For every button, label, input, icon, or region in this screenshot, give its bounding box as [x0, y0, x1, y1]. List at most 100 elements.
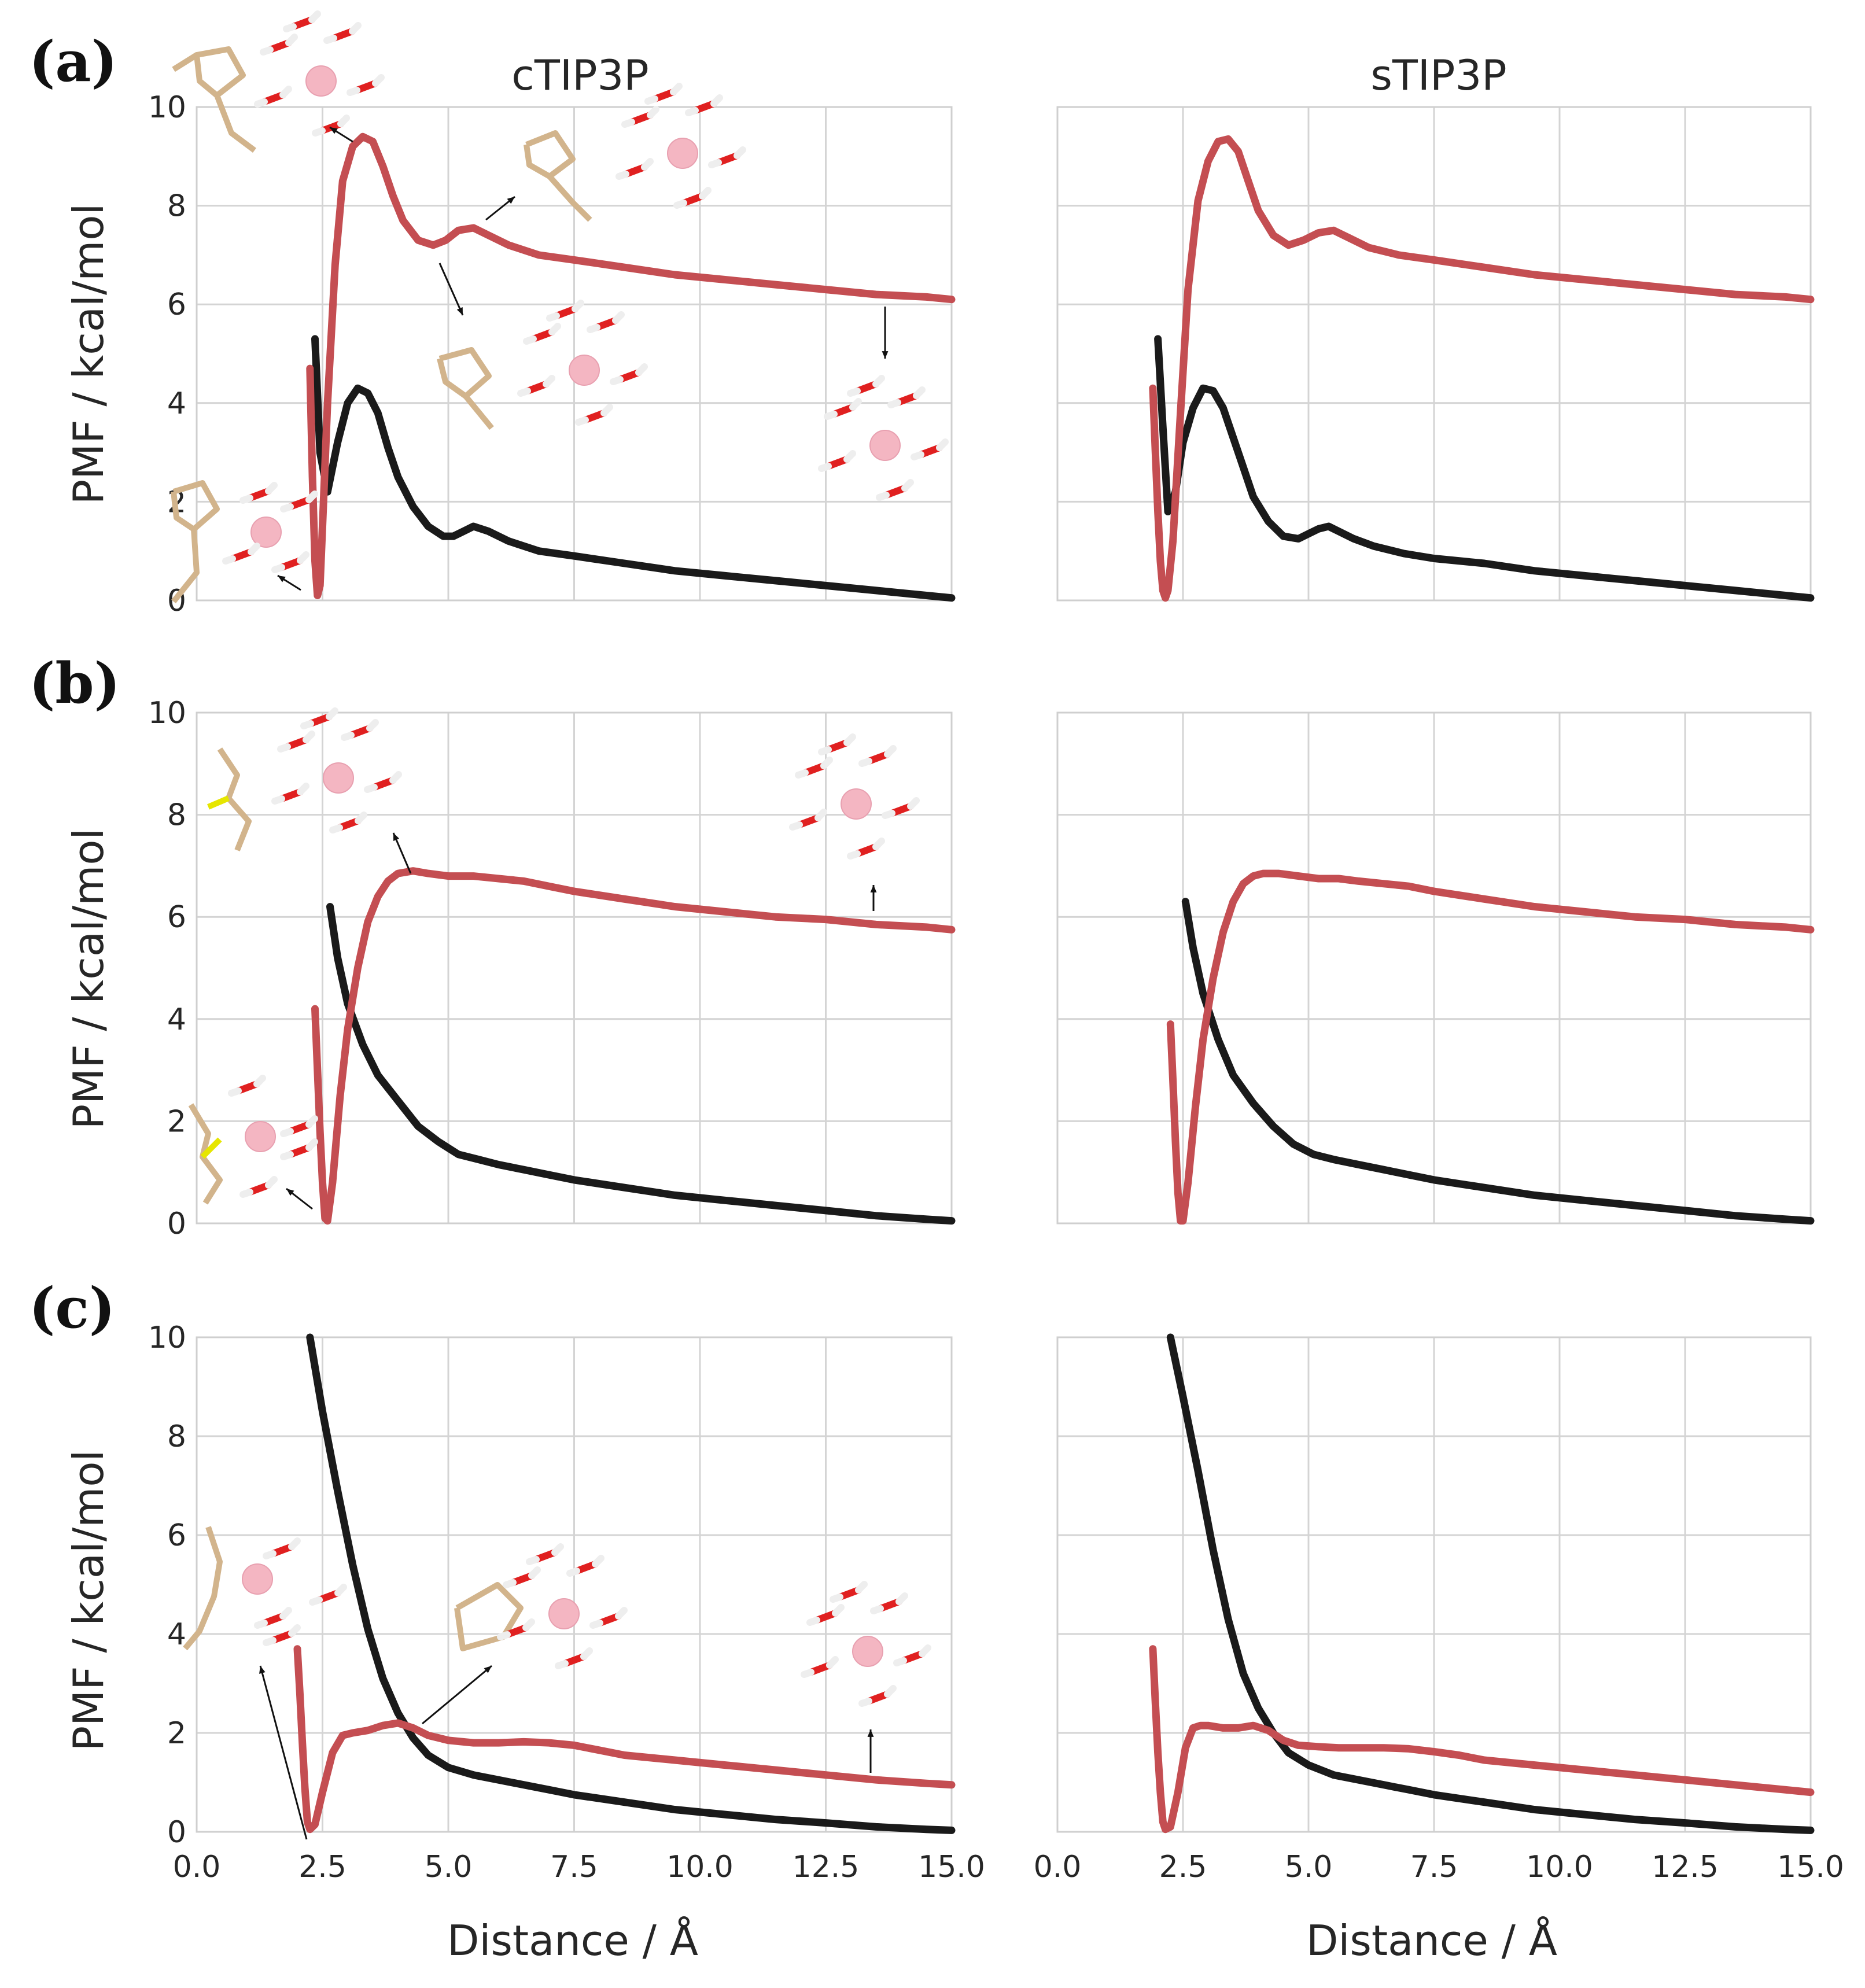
- water-molecule: [818, 450, 856, 472]
- y-tick-label: 4: [167, 386, 186, 421]
- water-molecule: [911, 438, 949, 460]
- molecule-sticks: [524, 130, 576, 179]
- column-title-ctip3p: cTIP3P: [511, 51, 648, 99]
- water-molecule: [830, 1581, 868, 1603]
- water-molecule: [824, 398, 862, 420]
- water-molecule: [858, 1685, 897, 1707]
- water-molecule: [280, 1115, 318, 1137]
- water-molecule: [497, 1618, 535, 1640]
- y-tick-label: 2: [167, 1104, 186, 1139]
- molecule-sticks: [214, 94, 256, 153]
- series-line-red: [293, 1645, 956, 1834]
- water-molecule: [575, 404, 613, 426]
- x-axis-label-right: Distance / Å: [1306, 1916, 1557, 1965]
- y-tick-label: 10: [148, 696, 186, 731]
- water-molecule: [300, 707, 338, 729]
- water-molecule: [260, 34, 298, 56]
- water-molecule: [277, 731, 315, 753]
- series-line-black: [326, 903, 956, 1225]
- chart-2: [1056, 106, 1815, 602]
- series-line-black: [306, 1333, 956, 1834]
- y-tick-label: 2: [167, 1716, 186, 1751]
- column-title-stip3p: sTIP3P: [1370, 51, 1506, 99]
- y-tick-label: 10: [148, 1321, 186, 1355]
- series-line-red: [311, 867, 956, 1225]
- series-line-black: [311, 335, 956, 602]
- ion-sphere: [242, 1563, 273, 1595]
- snapshots-row-b: [188, 707, 920, 1210]
- ion-sphere: [667, 138, 698, 169]
- arrow-head: [259, 1666, 266, 1674]
- ion-sphere: [852, 1636, 883, 1667]
- x-tick-label: 15.0: [918, 1850, 985, 1884]
- water-molecule: [858, 745, 897, 767]
- water-molecule: [239, 482, 278, 504]
- x-tick-label: 5.0: [425, 1850, 473, 1884]
- water-molecule: [789, 809, 827, 831]
- molecule-sticks: [547, 174, 592, 222]
- molecule-sticks: [183, 1526, 223, 1651]
- molecule-sticks: [171, 529, 200, 604]
- series-line-red: [1149, 135, 1815, 602]
- water-molecule: [254, 1607, 292, 1629]
- water-molecule: [887, 386, 926, 408]
- water-molecule: [523, 323, 561, 345]
- water-molecule: [347, 74, 385, 96]
- water-molecule: [621, 106, 659, 128]
- water-molecule: [341, 719, 379, 741]
- arrow-head: [286, 1189, 294, 1196]
- arrow-head: [484, 1666, 492, 1673]
- water-molecule: [517, 375, 555, 397]
- water-molecule: [329, 812, 367, 833]
- water-molecule: [806, 1604, 845, 1626]
- water-molecule: [555, 1647, 593, 1669]
- series-line-black: [1166, 1333, 1815, 1834]
- molecule-snapshots: [171, 10, 949, 1840]
- annotation-arrow: [438, 263, 464, 316]
- arrow-head: [330, 127, 338, 134]
- water-molecule: [364, 771, 402, 793]
- x-tick-label: 0.0: [173, 1850, 221, 1884]
- arrow-head: [278, 576, 286, 582]
- water-molecule: [673, 187, 712, 209]
- y-tick-label: 6: [167, 287, 186, 322]
- ion-sphere: [869, 430, 901, 461]
- series-line-red: [306, 132, 956, 599]
- molecule-sticks: [200, 1137, 222, 1159]
- ion-sphere: [548, 1598, 580, 1629]
- x-tick-label: 10.0: [1526, 1850, 1593, 1884]
- water-molecule: [610, 363, 648, 385]
- x-tick-label: 2.5: [298, 1850, 347, 1884]
- water-molecule: [309, 1584, 347, 1606]
- annotation-arrow: [422, 1665, 492, 1725]
- water-molecule: [546, 300, 584, 322]
- axes-frame: [1056, 106, 1812, 602]
- water-molecule: [876, 479, 914, 501]
- water-molecule: [795, 757, 833, 779]
- y-tick-label: 0: [167, 1815, 186, 1850]
- water-molecule: [228, 1075, 266, 1097]
- molecule-sticks: [463, 394, 494, 430]
- chart-5: 0 2 4 6 8 10 0.0 2.5 5.0 7.5 10.0 12.5 15.0: [148, 1321, 985, 1884]
- y-tick-label: 4: [167, 1617, 186, 1652]
- water-molecule: [566, 1555, 605, 1577]
- water-molecule: [263, 1624, 301, 1646]
- water-molecule: [893, 1644, 931, 1666]
- series-line-red: [1149, 1645, 1815, 1834]
- ion-sphere: [250, 517, 282, 548]
- panel-label-a: (a): [29, 29, 117, 94]
- ion-sphere: [245, 1121, 276, 1152]
- y-axis-label-b: PMF / kcal/mol: [64, 828, 113, 1130]
- y-axis-label-c: PMF / kcal/mol: [64, 1450, 113, 1751]
- ion-sphere: [841, 788, 872, 820]
- water-molecule: [254, 86, 292, 108]
- water-molecule: [708, 146, 746, 168]
- axes-frame: [196, 106, 953, 602]
- water-molecule: [587, 311, 625, 333]
- molecule-sticks: [207, 795, 230, 810]
- molecule-sticks: [437, 347, 492, 399]
- ion-sphere: [305, 65, 337, 97]
- x-tick-label: 12.5: [793, 1850, 860, 1884]
